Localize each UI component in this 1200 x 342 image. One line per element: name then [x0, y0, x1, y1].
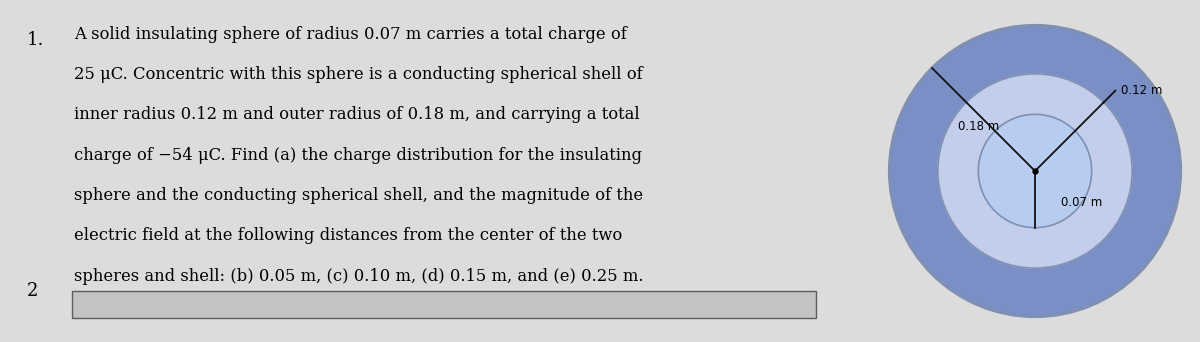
- Text: 25 μC. Concentric with this sphere is a conducting spherical shell of: 25 μC. Concentric with this sphere is a …: [74, 66, 643, 83]
- Text: 1.: 1.: [26, 31, 43, 49]
- Text: 0.07 m: 0.07 m: [1061, 196, 1103, 209]
- FancyBboxPatch shape: [72, 291, 816, 318]
- Text: sphere and the conducting spherical shell, and the magnitude of the: sphere and the conducting spherical shel…: [74, 187, 643, 204]
- Text: electric field at the following distances from the center of the two: electric field at the following distance…: [74, 227, 623, 245]
- Text: A solid insulating sphere of radius 0.07 m carries a total charge of: A solid insulating sphere of radius 0.07…: [74, 26, 628, 43]
- Text: charge of −54 μC. Find (a) the charge distribution for the insulating: charge of −54 μC. Find (a) the charge di…: [74, 147, 642, 164]
- Text: 0.18 m: 0.18 m: [958, 119, 998, 132]
- Circle shape: [978, 114, 1092, 228]
- Text: 0.12 m: 0.12 m: [1121, 84, 1163, 97]
- Text: spheres and shell: (b) 0.05 m, (c) 0.10 m, (d) 0.15 m, and (e) 0.25 m.: spheres and shell: (b) 0.05 m, (c) 0.10 …: [74, 268, 644, 285]
- Text: 2: 2: [26, 282, 37, 300]
- Circle shape: [889, 25, 1181, 317]
- Text: inner radius 0.12 m and outer radius of 0.18 m, and carrying a total: inner radius 0.12 m and outer radius of …: [74, 106, 640, 123]
- Circle shape: [938, 74, 1132, 268]
